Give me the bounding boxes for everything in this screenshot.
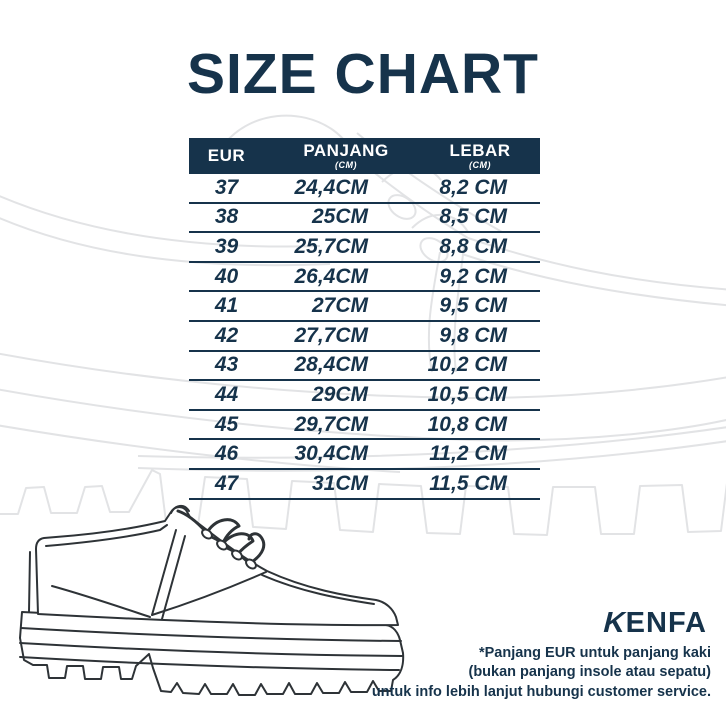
shoe-line-art (19, 505, 405, 696)
width-value: 11,5 CM (429, 471, 507, 495)
shoe-upper (35, 506, 399, 627)
page-title: SIZE CHART (187, 42, 539, 106)
footnote-line-2: (bukan panjang insole atau sepatu) (468, 664, 711, 680)
column-header-panjang: PANJANG (CM) (303, 141, 389, 170)
length-value: 28,4CM (294, 353, 368, 377)
length-value: 24,4CM (294, 175, 368, 199)
brand-letters-rest: ENFA (625, 606, 707, 639)
width-value: 9,8 CM (439, 323, 507, 347)
size-eur-value: 38 (214, 205, 239, 229)
size-eur-value: 39 (214, 234, 239, 258)
width-value: 10,5 CM (427, 382, 507, 406)
size-eur-value: 45 (214, 412, 239, 436)
table-row: 44 29CM 10,5 CM (189, 381, 540, 411)
column-header-eur: EUR (207, 145, 246, 165)
column-header-lebar: LEBAR (CM) (449, 141, 511, 170)
table-row: 37 24,4CM 8,2 CM (189, 174, 540, 204)
table-row: 39 25,7CM 8,8 CM (189, 233, 540, 263)
table-row: 41 27CM 9,5 CM (189, 292, 540, 322)
size-eur-value: 40 (214, 264, 239, 288)
footnote-line-3: untuk info lebih lanjut hubungi customer… (371, 683, 711, 700)
table-row: 45 29,7CM 10,8 CM (189, 411, 540, 441)
table-row: 40 26,4CM 9,2 CM (189, 263, 540, 293)
length-value: 29CM (311, 382, 368, 406)
shoe-eyelets (201, 528, 257, 570)
length-value: 26,4CM (294, 264, 368, 288)
table-row: 47 31CM 11,5 CM (189, 470, 540, 500)
length-value: 27CM (311, 294, 368, 318)
width-value: 9,5 CM (439, 294, 507, 318)
width-value: 8,8 CM (439, 234, 507, 258)
length-value: 31CM (311, 471, 368, 495)
length-value: 30,4CM (294, 442, 368, 466)
table-row: 43 28,4CM 10,2 CM (189, 352, 540, 382)
size-eur-value: 47 (214, 471, 239, 495)
width-value: 8,5 CM (439, 205, 507, 229)
size-eur-value: 43 (214, 353, 239, 377)
width-value: 8,2 CM (439, 175, 507, 199)
brand-logo: KENFA (372, 606, 707, 639)
table-row: 38 25CM 8,5 CM (189, 204, 540, 234)
size-eur-value: 37 (214, 175, 239, 199)
footer: KENFA *Panjang EUR untuk panjang kaki (b… (372, 606, 711, 703)
table-row: 42 27,7CM 9,8 CM (189, 322, 540, 352)
length-value: 25,7CM (294, 234, 368, 258)
width-value: 9,2 CM (439, 264, 507, 288)
width-value: 10,8 CM (427, 412, 507, 436)
length-value: 25CM (311, 205, 368, 229)
size-eur-value: 42 (214, 323, 239, 347)
length-value: 29,7CM (294, 412, 368, 436)
footnote-line-1: *Panjang EUR untuk panjang kaki (478, 644, 711, 661)
size-table-header: EUR PANJANG (CM) LEBAR (CM) (189, 138, 540, 174)
size-eur-value: 44 (214, 382, 239, 406)
footnotes: *Panjang EUR untuk panjang kaki (bukan p… (372, 644, 711, 703)
width-value: 10,2 CM (427, 353, 507, 377)
size-eur-value: 41 (214, 294, 239, 318)
length-value: 27,7CM (294, 323, 368, 347)
size-table: EUR PANJANG (CM) LEBAR (CM) 37 24,4CM 8,… (189, 138, 540, 500)
size-table-body: 37 24,4CM 8,2 CM 38 25CM 8,5 CM 39 25,7C… (189, 174, 540, 500)
width-value: 11,2 CM (429, 442, 507, 466)
table-row: 46 30,4CM 11,2 CM (189, 440, 540, 470)
size-eur-value: 46 (214, 442, 239, 466)
